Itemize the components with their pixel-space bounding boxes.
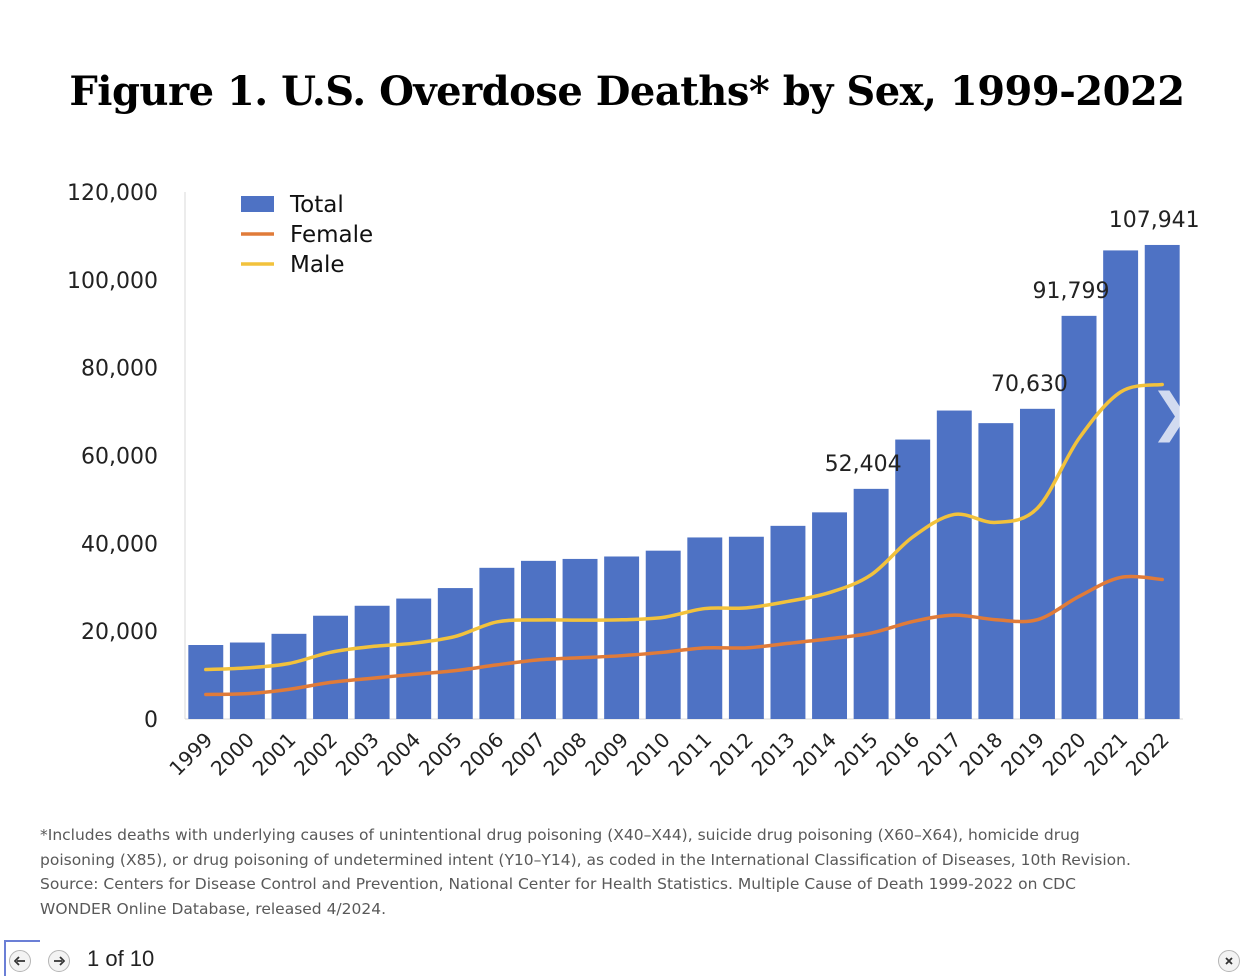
- bar-total: [1144, 244, 1180, 719]
- bar-total: [396, 598, 432, 719]
- bar-total: [687, 537, 723, 719]
- legend-swatch-total: [241, 196, 274, 212]
- x-tick-label: 2016: [871, 728, 924, 781]
- viewer-nav-bar: 1 of 10: [0, 938, 1254, 978]
- x-tick-label: 2017: [913, 728, 966, 781]
- bar-total: [1103, 250, 1139, 719]
- bar-total: [853, 488, 889, 719]
- x-tick-label: 2015: [830, 728, 883, 781]
- x-tick-label: 2009: [580, 728, 633, 781]
- chart-title: Figure 1. U.S. Overdose Deaths* by Sex, …: [69, 68, 1185, 115]
- legend-label-female: Female: [290, 222, 373, 248]
- x-tick-label: 2001: [248, 728, 301, 781]
- legend-label-male: Male: [290, 252, 344, 278]
- x-tick-label: 2021: [1079, 728, 1132, 781]
- y-tick-label: 120,000: [67, 181, 158, 206]
- previous-page-button[interactable]: [9, 950, 31, 972]
- x-tick-label: 2004: [372, 728, 425, 781]
- y-tick-label: 100,000: [67, 269, 158, 294]
- close-button[interactable]: [1218, 950, 1240, 972]
- close-icon: [1225, 957, 1233, 965]
- x-tick-label: 2012: [705, 728, 758, 781]
- x-tick-label: 2011: [663, 728, 716, 781]
- overdose-deaths-chart: 0 20,000 40,000 60,000 80,000 100,000 120,000 1…: [67, 181, 1200, 781]
- bar-total: [229, 642, 265, 719]
- y-tick-label: 0: [144, 708, 158, 733]
- x-tick-label: 2002: [289, 728, 342, 781]
- bar-total: [437, 588, 473, 719]
- x-tick-label: 2013: [747, 728, 800, 781]
- bar-total: [479, 567, 515, 719]
- next-page-button[interactable]: [48, 950, 70, 972]
- y-tick-label: 20,000: [81, 620, 158, 645]
- bar-total: [188, 645, 224, 719]
- x-tick-label: 2006: [455, 728, 508, 781]
- x-tick-label: 2003: [331, 728, 384, 781]
- x-tick-label: 2019: [996, 728, 1049, 781]
- page-indicator: 1 of 10: [87, 946, 155, 971]
- data-label: 107,941: [1109, 208, 1200, 233]
- y-tick-label: 80,000: [81, 357, 158, 382]
- bar-total: [1019, 408, 1055, 719]
- x-tick-label: 2000: [206, 728, 259, 781]
- x-tick-label: 2007: [497, 728, 550, 781]
- x-tick-label: 2005: [414, 728, 467, 781]
- x-tick-label: 2020: [1038, 728, 1091, 781]
- bar-total: [271, 633, 307, 719]
- bar-total: [354, 605, 390, 719]
- footnote-line: poisoning (X85), or drug poisoning of un…: [40, 850, 1131, 869]
- bar-total: [604, 556, 640, 719]
- bar-total: [1061, 315, 1097, 719]
- bar-total: [770, 525, 806, 719]
- x-tick-label: 2008: [539, 728, 592, 781]
- next-slide-chevron-icon[interactable]: ❯: [1150, 383, 1194, 443]
- footnote-line: WONDER Online Database, released 4/2024.: [40, 899, 387, 918]
- left-arrow-icon: [14, 956, 25, 966]
- data-label: 91,799: [1033, 279, 1110, 304]
- focus-ring: [4, 940, 40, 976]
- bar-total: [895, 439, 931, 719]
- y-tick-label: 60,000: [81, 445, 158, 470]
- x-tick-label: 2010: [622, 728, 675, 781]
- bar-total: [728, 536, 764, 719]
- line-female: [204, 574, 1164, 697]
- x-tick-label: 2018: [954, 728, 1007, 781]
- bar-total: [313, 615, 349, 719]
- legend-label-total: Total: [289, 192, 344, 218]
- footnote: *Includes deaths with underlying causes …: [40, 823, 1230, 921]
- line-male: [204, 382, 1164, 672]
- bar-total: [936, 410, 972, 719]
- footnote-line: *Includes deaths with underlying causes …: [40, 826, 1080, 844]
- bar-total: [562, 558, 598, 719]
- data-label: 52,404: [825, 452, 902, 477]
- bar-total: [812, 512, 848, 719]
- y-tick-label: 40,000: [81, 532, 158, 557]
- data-label: 70,630: [991, 372, 1068, 397]
- footnote-line: Source: Centers for Disease Control and …: [40, 875, 1076, 893]
- bar-total: [645, 550, 681, 719]
- bar-total: [978, 423, 1014, 719]
- x-tick-label: 2022: [1121, 728, 1174, 781]
- bar-total: [520, 560, 556, 719]
- x-tick-label: 1999: [164, 728, 217, 781]
- right-arrow-icon: [54, 956, 65, 966]
- x-tick-label: 2014: [788, 728, 841, 781]
